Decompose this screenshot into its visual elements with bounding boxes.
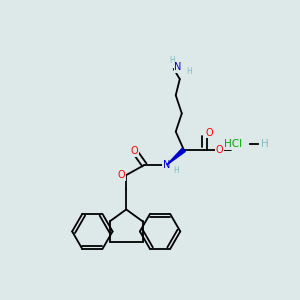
Text: H: H xyxy=(261,139,268,149)
Text: N: N xyxy=(163,160,170,170)
Text: N: N xyxy=(175,62,182,73)
Text: O: O xyxy=(118,170,126,180)
Text: H: H xyxy=(186,67,192,76)
Text: H: H xyxy=(169,56,175,65)
Polygon shape xyxy=(167,148,185,165)
Text: O: O xyxy=(206,128,213,138)
Text: O: O xyxy=(130,146,138,156)
Text: H: H xyxy=(173,166,179,175)
Text: O: O xyxy=(215,145,223,155)
Text: HCl: HCl xyxy=(224,139,242,149)
